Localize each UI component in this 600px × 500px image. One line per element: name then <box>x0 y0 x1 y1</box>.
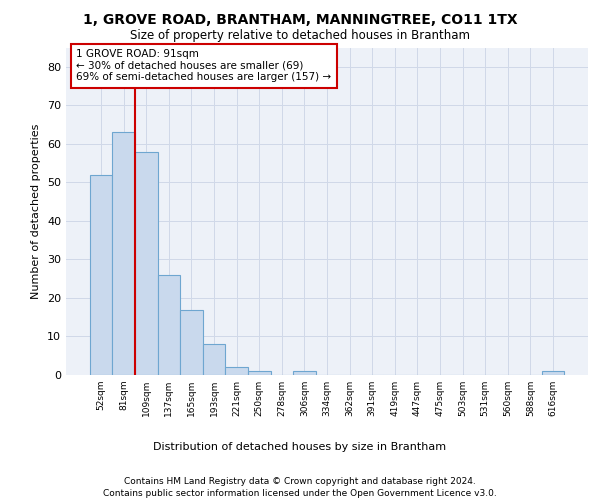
Text: Distribution of detached houses by size in Brantham: Distribution of detached houses by size … <box>154 442 446 452</box>
Bar <box>248 371 271 375</box>
Bar <box>90 174 112 375</box>
Bar <box>180 310 203 375</box>
Y-axis label: Number of detached properties: Number of detached properties <box>31 124 41 299</box>
Bar <box>226 368 248 375</box>
Text: 1 GROVE ROAD: 91sqm
← 30% of detached houses are smaller (69)
69% of semi-detach: 1 GROVE ROAD: 91sqm ← 30% of detached ho… <box>76 49 332 82</box>
Bar <box>112 132 135 375</box>
Text: Contains public sector information licensed under the Open Government Licence v3: Contains public sector information licen… <box>103 489 497 498</box>
Bar <box>293 371 316 375</box>
Bar <box>135 152 158 375</box>
Bar <box>203 344 226 375</box>
Bar <box>542 371 564 375</box>
Bar <box>158 275 180 375</box>
Text: Size of property relative to detached houses in Brantham: Size of property relative to detached ho… <box>130 29 470 42</box>
Text: Contains HM Land Registry data © Crown copyright and database right 2024.: Contains HM Land Registry data © Crown c… <box>124 478 476 486</box>
Text: 1, GROVE ROAD, BRANTHAM, MANNINGTREE, CO11 1TX: 1, GROVE ROAD, BRANTHAM, MANNINGTREE, CO… <box>83 12 517 26</box>
